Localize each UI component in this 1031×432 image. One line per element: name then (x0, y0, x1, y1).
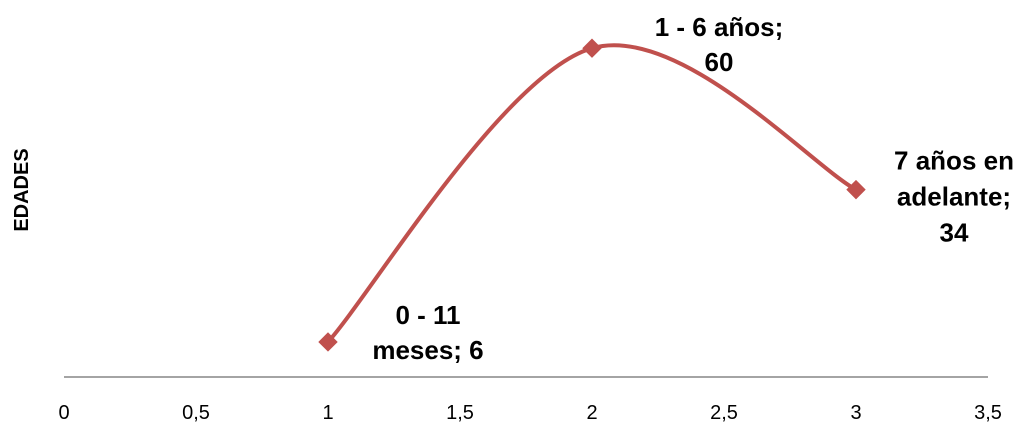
data-label: 7 años en adelante; 34 (894, 146, 1014, 248)
x-tick-label: 1,5 (446, 402, 474, 424)
x-tick-label: 2 (586, 402, 597, 424)
data-label: 0 - 11 meses; 6 (372, 300, 483, 365)
data-point-marker (846, 179, 866, 200)
series-layer (318, 38, 866, 352)
x-tick-label: 2,5 (710, 402, 738, 424)
data-label: 1 - 6 años; 60 (655, 12, 784, 77)
x-tick-label: 0 (58, 402, 69, 424)
data-label-line: adelante; (897, 182, 1011, 212)
x-tick-label: 1 (322, 402, 333, 424)
data-label-line: meses; 6 (372, 335, 483, 365)
data-point-marker (582, 38, 602, 58)
x-tick-label: 0,5 (182, 402, 210, 424)
data-label-layer: 0 - 11 meses; 6 1 - 6 años; 60 7 años en adel… (372, 12, 1014, 365)
y-axis-title: EDADES (11, 148, 33, 231)
data-label-line: 1 - 6 años; (655, 12, 784, 42)
series-line (326, 43, 858, 344)
x-tick-label: 3,5 (974, 402, 1002, 424)
data-point-marker (318, 332, 338, 352)
data-label-line: 0 - 11 (395, 300, 460, 330)
x-tick-label: 3 (850, 402, 861, 424)
data-label-line: 60 (705, 47, 734, 77)
x-axis: 0 0,5 1 1,5 2 2,5 3 3,5 (58, 376, 1002, 424)
data-label-line: 7 años en (894, 146, 1014, 176)
data-label-line: 34 (940, 218, 969, 248)
